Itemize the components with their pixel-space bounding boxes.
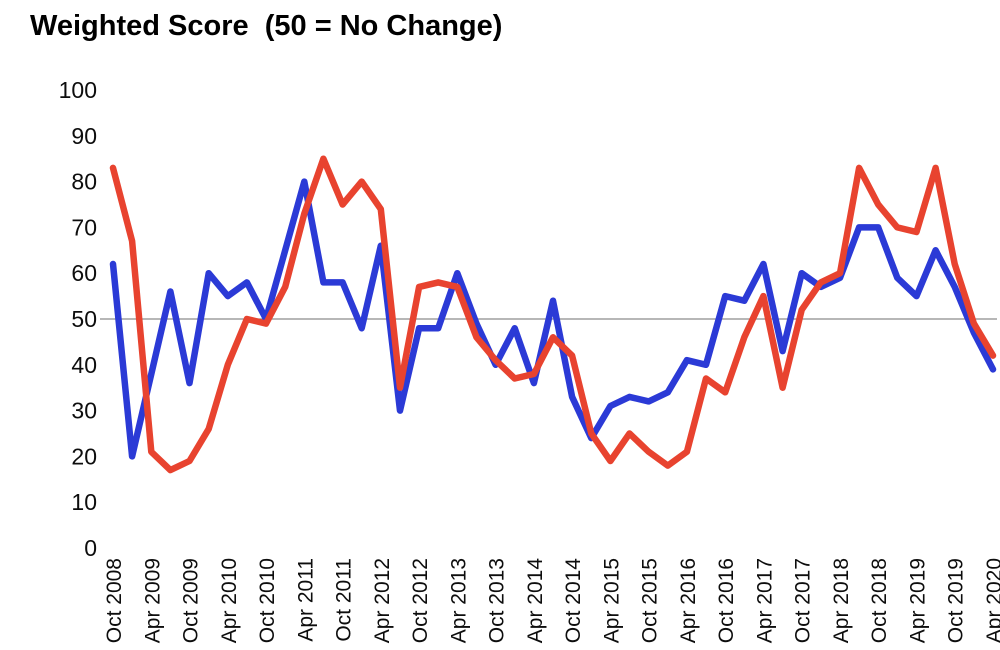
x-axis-tick-label: Oct 2017 — [792, 558, 815, 643]
series-line-red — [109, 155, 997, 474]
x-axis-tick-label: Apr 2020 — [983, 558, 1000, 643]
x-axis-tick-label: Oct 2019 — [945, 558, 968, 643]
x-axis-tick-label: Apr 2012 — [371, 558, 394, 643]
y-axis-tick-label: 30 — [71, 398, 97, 424]
y-axis-tick-label: 100 — [59, 77, 97, 103]
x-axis-tick-label: Apr 2018 — [830, 558, 853, 643]
x-axis-tick-label: Oct 2014 — [562, 558, 585, 644]
x-axis-tick-label: Oct 2013 — [486, 558, 509, 643]
x-axis-tick-label: Apr 2014 — [524, 558, 547, 644]
x-axis-tick-label: Apr 2009 — [141, 558, 164, 643]
y-axis-tick-label: 20 — [71, 443, 97, 469]
y-axis-tick-label: 60 — [71, 260, 97, 286]
x-axis-tick-label: Apr 2011 — [294, 558, 317, 642]
y-axis-tick-label: 80 — [71, 169, 97, 195]
y-axis-tick-label: 0 — [84, 535, 97, 561]
x-axis-tick-label: Oct 2015 — [639, 558, 662, 643]
x-axis-tick-label: Oct 2010 — [256, 558, 279, 643]
x-axis-tick-label: Apr 2013 — [447, 558, 470, 643]
y-axis-tick-label: 90 — [71, 123, 97, 149]
x-axis-tick-label: Oct 2016 — [715, 558, 738, 643]
x-axis-tick-label: Apr 2017 — [753, 558, 776, 643]
x-axis-tick-label: Oct 2008 — [103, 558, 126, 643]
x-axis-tick-label: Oct 2012 — [409, 558, 432, 643]
x-axis-tick-label: Apr 2010 — [218, 558, 241, 643]
y-axis-tick-label: 40 — [71, 352, 97, 378]
series-line-blue — [109, 178, 997, 460]
chart-title: Weighted Score (50 = No Change) — [30, 10, 503, 42]
y-axis-tick-label: 70 — [71, 214, 97, 240]
x-axis-tick-label: Apr 2015 — [600, 558, 623, 643]
y-axis-tick-label: 50 — [71, 306, 97, 332]
x-axis-tick-label: Oct 2018 — [868, 558, 891, 643]
x-axis-tick-label: Apr 2016 — [677, 558, 700, 643]
x-axis-tick-label: Apr 2019 — [906, 558, 929, 643]
x-axis-tick-label: Oct 2011 — [333, 558, 356, 642]
y-axis-tick-label: 10 — [71, 489, 97, 515]
x-axis-tick-label: Oct 2009 — [180, 558, 203, 643]
